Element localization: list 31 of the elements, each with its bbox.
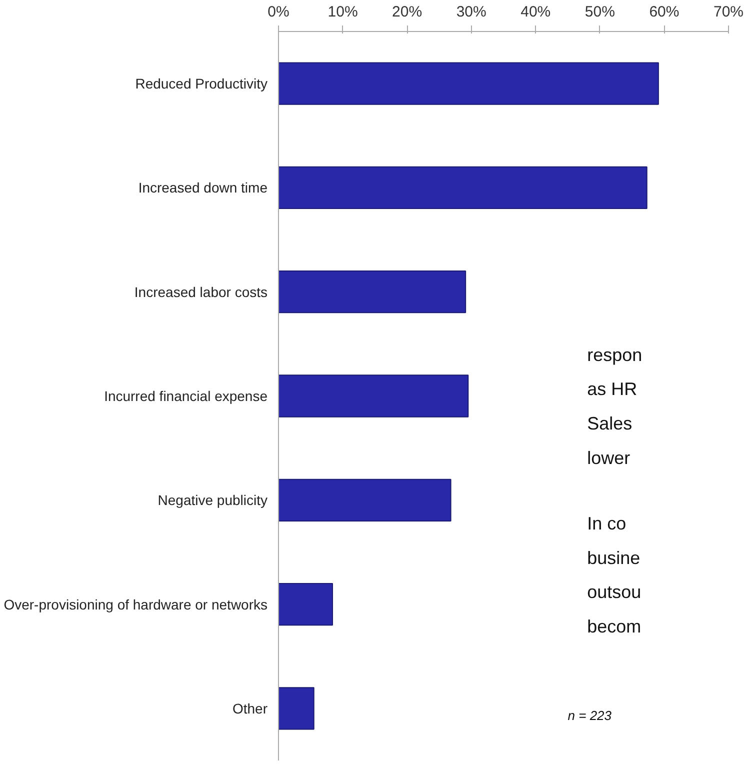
y-tick-label: Other [232, 700, 268, 716]
x-tick-label: 60% [649, 4, 680, 20]
annotation: outsou [587, 582, 642, 602]
x-tick-label: 40% [520, 4, 551, 20]
x-tick-label: 30% [456, 4, 486, 20]
x-tick-label: 20% [392, 4, 422, 20]
y-tick-label: Incurred financial expense [104, 388, 268, 404]
bar [278, 62, 659, 105]
x-tick-label: 10% [328, 4, 358, 20]
x-tick-label: 50% [584, 4, 615, 20]
y-tick-label: Over-provisioning of hardware or networks [4, 596, 268, 612]
annotation: as HR [587, 379, 638, 400]
bar [278, 687, 314, 730]
y-tick-label: Reduced Productivity [135, 76, 268, 92]
annotation: respon [587, 344, 642, 365]
y-tick-label: Increased labor costs [134, 284, 268, 300]
bar [278, 582, 333, 626]
annotation: n = 223 [568, 708, 612, 724]
annotation: In co [587, 513, 626, 534]
annotation: becom [587, 616, 642, 637]
annotation: Sales [587, 413, 632, 434]
bar [278, 166, 648, 210]
annotation: lower [587, 448, 630, 468]
x-tick-label: 70% [713, 4, 744, 20]
y-tick-label: Increased down time [138, 180, 268, 196]
y-tick-label: Negative publicity [158, 492, 268, 508]
bar [278, 270, 466, 314]
x-tick-label: 0% [268, 4, 290, 20]
bar [278, 478, 452, 522]
bar [278, 374, 469, 418]
annotation: busine [587, 548, 640, 568]
